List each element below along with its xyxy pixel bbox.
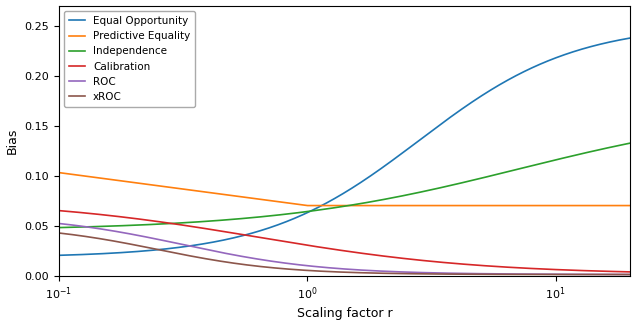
Predictive Equality: [626, 204, 634, 208]
Calibration: [626, 270, 634, 274]
Legend: Equal Opportunity, Predictive Equality, Independence, Calibration, ROC, xROC: Equal Opportunity, Predictive Equality, …: [64, 11, 195, 107]
Calibration: [286, 241, 294, 244]
xROC: [286, 267, 294, 271]
ROC: [286, 262, 294, 266]
Line: ROC: ROC: [59, 223, 630, 274]
Predictive Equality: [511, 204, 519, 208]
ROC: [55, 221, 62, 225]
Calibration: [501, 265, 508, 269]
xROC: [448, 272, 455, 276]
Calibration: [55, 209, 62, 213]
Equal Opportunity: [448, 115, 455, 119]
xROC: [501, 273, 508, 276]
Line: Equal Opportunity: Equal Opportunity: [59, 38, 630, 255]
Equal Opportunity: [307, 209, 314, 213]
Independence: [448, 183, 455, 187]
ROC: [511, 272, 518, 276]
ROC: [626, 273, 634, 276]
Calibration: [113, 215, 121, 218]
ROC: [307, 264, 314, 268]
Independence: [55, 226, 62, 230]
ROC: [501, 272, 508, 276]
ROC: [113, 230, 121, 233]
Independence: [286, 212, 294, 215]
Independence: [113, 224, 121, 228]
Line: Calibration: Calibration: [59, 211, 630, 272]
Independence: [626, 141, 634, 145]
ROC: [448, 271, 455, 275]
Predictive Equality: [113, 178, 121, 182]
xROC: [113, 240, 121, 244]
xROC: [307, 269, 314, 273]
Equal Opportunity: [501, 80, 508, 84]
xROC: [511, 273, 518, 276]
X-axis label: Scaling factor r: Scaling factor r: [297, 307, 392, 320]
Equal Opportunity: [113, 251, 121, 255]
Line: xROC: xROC: [59, 233, 630, 274]
Independence: [511, 168, 518, 172]
Equal Opportunity: [55, 253, 62, 257]
Line: Independence: Independence: [59, 143, 630, 228]
Independence: [501, 170, 508, 174]
Predictive Equality: [286, 201, 294, 205]
Independence: [307, 209, 314, 213]
Calibration: [307, 244, 314, 248]
xROC: [626, 273, 634, 276]
Line: Predictive Equality: Predictive Equality: [59, 172, 630, 206]
Predictive Equality: [307, 204, 315, 208]
Predictive Equality: [501, 204, 509, 208]
Calibration: [511, 266, 518, 270]
Equal Opportunity: [286, 218, 294, 222]
Y-axis label: Bias: Bias: [6, 127, 18, 154]
Equal Opportunity: [511, 74, 518, 78]
Predictive Equality: [448, 204, 455, 208]
Predictive Equality: [55, 170, 62, 174]
Predictive Equality: [304, 204, 312, 208]
xROC: [55, 231, 62, 235]
Equal Opportunity: [626, 36, 634, 40]
Calibration: [448, 261, 455, 265]
